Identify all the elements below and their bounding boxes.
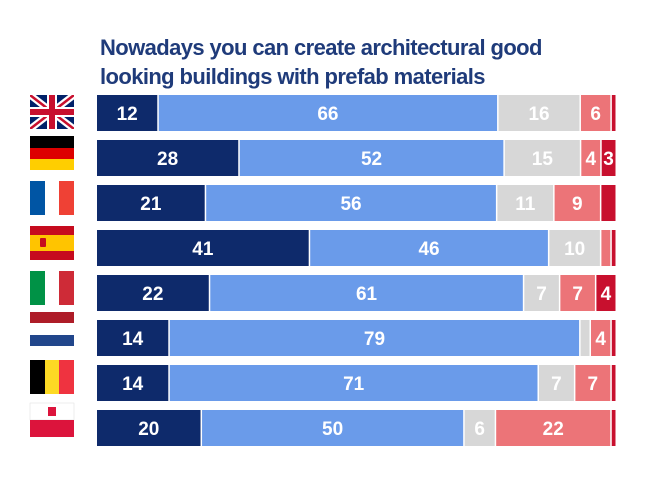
label-italy-neutral: 7 <box>536 284 547 305</box>
label-belgium-neutral: 7 <box>551 374 562 395</box>
bar-spain-neutral <box>549 230 600 266</box>
bar-belgium-agree <box>169 365 538 401</box>
france-flag <box>30 181 74 215</box>
label-netherlands-strongly-agree: 14 <box>122 329 144 350</box>
bar-germany-strongly-agree <box>97 140 239 176</box>
bar-germany-neutral <box>504 140 580 176</box>
label-uk-disagree: 6 <box>590 104 601 125</box>
label-italy-strongly-agree: 22 <box>142 284 163 305</box>
bar-poland-strongly-agree <box>97 410 201 446</box>
bar-belgium-disagree <box>575 365 611 401</box>
label-uk-neutral: 16 <box>528 104 549 125</box>
bar-belgium-strongly-agree <box>97 365 169 401</box>
spain-flag <box>30 226 74 260</box>
label-belgium-disagree: 7 <box>588 374 599 395</box>
label-poland-strongly-agree: 20 <box>138 419 159 440</box>
bar-italy-strongly-disagree <box>596 275 616 311</box>
label-france-neutral: 11 <box>515 194 536 215</box>
netherlands-flag <box>30 312 74 346</box>
bar-france-strongly-disagree <box>601 185 616 221</box>
chart-title-line-2: looking buildings with prefab materials <box>100 64 485 89</box>
label-italy-disagree: 7 <box>572 284 583 305</box>
bar-uk-disagree <box>580 95 611 131</box>
label-netherlands-agree: 79 <box>364 329 385 350</box>
bar-spain-strongly-agree <box>97 230 309 266</box>
label-germany-strongly-disagree: 3 <box>603 149 614 170</box>
label-italy-strongly-disagree: 4 <box>601 284 612 305</box>
label-spain-neutral: 10 <box>564 239 585 260</box>
bar-france-agree <box>206 185 496 221</box>
label-france-disagree: 9 <box>572 194 583 215</box>
bar-france-neutral <box>497 185 554 221</box>
bar-germany-strongly-disagree <box>601 140 616 176</box>
bar-uk-strongly-disagree <box>611 95 616 131</box>
flags <box>29 95 75 437</box>
bar-netherlands-neutral <box>580 320 590 356</box>
bar-italy-neutral <box>524 275 559 311</box>
label-belgium-strongly-agree: 14 <box>122 374 144 395</box>
bar-netherlands-strongly-disagree <box>611 320 616 356</box>
bar-spain-disagree <box>601 230 611 266</box>
italy-flag <box>30 271 74 305</box>
label-spain-strongly-agree: 41 <box>192 239 214 260</box>
label-netherlands-disagree: 4 <box>595 329 606 350</box>
bar-spain-strongly-disagree <box>611 230 616 266</box>
label-germany-strongly-agree: 28 <box>157 149 178 170</box>
bar-uk-strongly-agree <box>97 95 158 131</box>
bar-uk-agree <box>158 95 498 131</box>
label-france-strongly-agree: 21 <box>140 194 162 215</box>
belgium-flag <box>30 360 74 394</box>
bar-germany-agree <box>239 140 504 176</box>
label-germany-agree: 52 <box>361 149 382 170</box>
bar-france-disagree <box>554 185 600 221</box>
germany-flag <box>30 136 74 170</box>
bar-poland-strongly-disagree <box>611 410 616 446</box>
label-poland-agree: 50 <box>322 419 343 440</box>
bar-germany-disagree <box>581 140 601 176</box>
bar-poland-neutral <box>464 410 495 446</box>
chart-title-line-1: Nowadays you can create architectural go… <box>100 35 542 60</box>
label-germany-neutral: 15 <box>532 149 554 170</box>
poland-flag <box>29 402 75 437</box>
label-poland-disagree: 22 <box>543 419 564 440</box>
bar-netherlands-strongly-agree <box>97 320 169 356</box>
label-poland-neutral: 6 <box>474 419 485 440</box>
bar-netherlands-disagree <box>591 320 611 356</box>
label-spain-agree: 46 <box>418 239 439 260</box>
label-italy-agree: 61 <box>356 284 378 305</box>
chart-title: Nowadays you can create architectural go… <box>100 33 640 91</box>
label-germany-disagree: 4 <box>585 149 596 170</box>
bar-italy-agree <box>210 275 523 311</box>
bar-belgium-strongly-disagree <box>611 365 616 401</box>
bar-belgium-neutral <box>539 365 574 401</box>
bar-italy-strongly-agree <box>97 275 209 311</box>
bar-uk-neutral <box>498 95 580 131</box>
label-belgium-agree: 71 <box>343 374 365 395</box>
bar-netherlands-agree <box>169 320 580 356</box>
bar-france-strongly-agree <box>97 185 205 221</box>
label-france-agree: 56 <box>340 194 361 215</box>
bar-poland-agree <box>202 410 464 446</box>
label-uk-strongly-agree: 12 <box>117 104 138 125</box>
bar-spain-agree <box>310 230 548 266</box>
uk-flag <box>30 95 74 129</box>
bar-poland-disagree <box>496 410 611 446</box>
label-uk-agree: 66 <box>317 104 338 125</box>
bar-italy-disagree <box>560 275 595 311</box>
